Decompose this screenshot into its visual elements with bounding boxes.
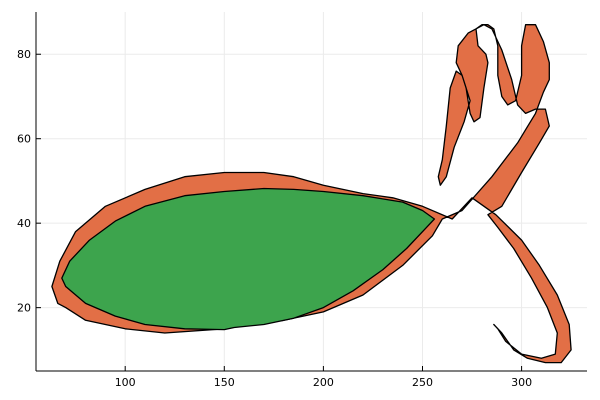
shape-layer (51, 24, 572, 364)
x-tick-label: 200 (313, 376, 334, 389)
x-tick-label: 250 (412, 376, 433, 389)
y-tick-label: 60 (17, 133, 31, 146)
y-tick-label: 20 (17, 302, 31, 315)
x-tick-label: 100 (115, 376, 136, 389)
x-tick-label: 150 (214, 376, 235, 389)
y-tick-label: 80 (17, 48, 31, 61)
x-tick-label: 300 (511, 376, 532, 389)
axes (35, 12, 587, 372)
inner-body-shape (61, 187, 436, 331)
tick-labels: 100 150 200 250 300 20 40 60 80 (17, 48, 532, 389)
y-tick-label: 40 (17, 217, 31, 230)
